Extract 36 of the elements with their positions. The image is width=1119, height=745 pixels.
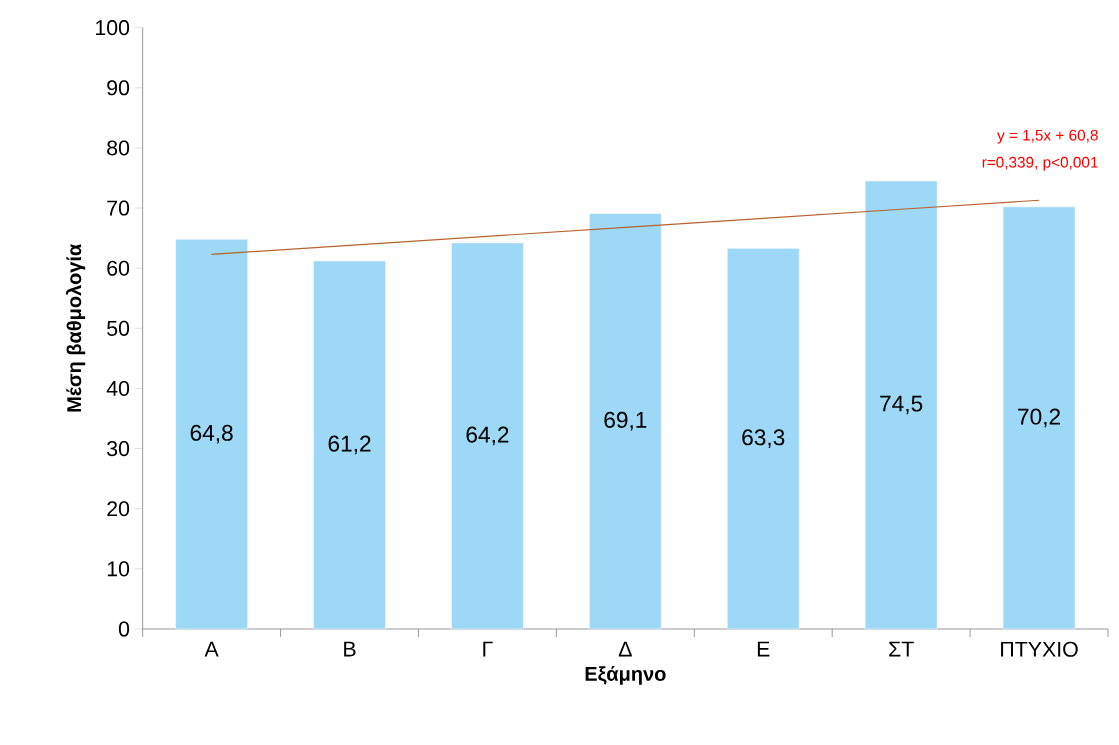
x-tick-label: ΣΤ: [889, 641, 914, 657]
x-tick-label: Ε: [757, 641, 770, 657]
x-tick-label: Α: [204, 641, 219, 657]
data-label: 74,5: [880, 395, 923, 415]
y-tick-label: 0: [118, 621, 130, 637]
x-tick-label: Β: [344, 641, 356, 657]
y-tick-label: 10: [107, 561, 130, 577]
data-label: 63,3: [742, 429, 785, 449]
y-tick-label: 90: [107, 80, 130, 96]
bar: [1002, 206, 1076, 630]
data-label: 61,2: [328, 435, 371, 455]
bar: [589, 213, 662, 630]
x-tick-label: ΠΤΥΧΙΟ: [1001, 641, 1078, 657]
bar: [451, 242, 524, 630]
bar: [313, 260, 386, 630]
y-tick-label: 70: [107, 200, 130, 216]
data-label: 64,2: [466, 426, 509, 446]
y-tick-label: 30: [107, 441, 130, 457]
y-tick-label: 60: [107, 260, 130, 276]
y-tick-label: 80: [107, 140, 130, 156]
data-label: 64,8: [190, 424, 233, 444]
x-tick-label: Γ: [483, 641, 493, 657]
annotation: y = 1,5x + 60,8: [997, 129, 1098, 144]
y-tick-label: 20: [107, 501, 130, 517]
data-label: 70,2: [1018, 408, 1060, 428]
bar: [175, 239, 248, 630]
bar: [726, 248, 800, 630]
data-label: 69,1: [604, 411, 647, 431]
y-tick-label: 50: [107, 320, 130, 336]
annotation: r=0,339, p<0,001: [982, 156, 1098, 171]
x-tick-label: Δ: [618, 641, 632, 657]
x-axis-title: Εξάμηνο: [585, 665, 666, 685]
bar: [864, 180, 938, 630]
y-axis-title: Μέση βαθμολογία: [66, 244, 86, 412]
y-tick-label: 100: [95, 20, 130, 36]
y-tick-label: 40: [106, 380, 130, 397]
